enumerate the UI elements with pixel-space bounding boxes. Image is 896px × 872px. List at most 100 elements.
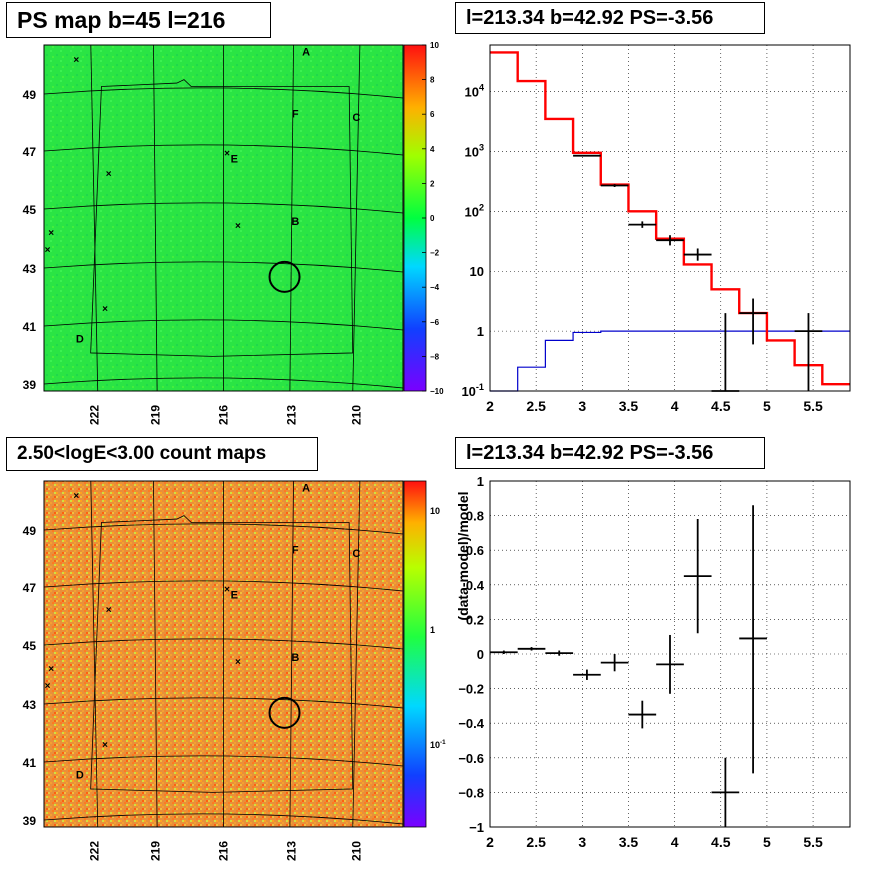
x-tick-label: 3.5 [619, 398, 639, 414]
colorbar-tick-label: 1 [430, 625, 435, 635]
source-label-a: A [302, 482, 310, 494]
y-tick-label: 0.4 [466, 578, 485, 593]
x-tick-label: 3 [578, 398, 586, 414]
colorbar-tick-label: −2 [430, 249, 440, 258]
colorbar-tick-label: 0 [430, 214, 435, 223]
x-tick-label: 5 [763, 834, 771, 850]
x-tick-label: 4.5 [711, 398, 731, 414]
data-point [683, 248, 712, 261]
map-frame [43, 480, 404, 828]
residual-point [656, 634, 684, 694]
y-tick-label: 1 [477, 324, 484, 339]
y-tick-label: 103 [464, 143, 484, 160]
source-marker: × [224, 148, 230, 159]
x-tick-label: 4 [671, 398, 679, 414]
lon-tick-label: 210 [349, 841, 363, 861]
x-tick-label: 5.5 [803, 834, 823, 850]
residual-point [628, 700, 657, 729]
lon-tick-label: 219 [148, 405, 162, 425]
lon-tick-label: 216 [217, 405, 231, 425]
longitude-line [352, 480, 361, 828]
data-point [628, 221, 657, 228]
source-label-c: C [352, 112, 360, 124]
data-point [739, 298, 767, 345]
y-tick-label: 0 [477, 647, 484, 662]
lon-tick-label: 222 [87, 405, 101, 425]
latitude-line [43, 377, 404, 389]
source-marker: × [102, 740, 108, 751]
y-tick-label: 104 [464, 83, 484, 100]
y-tick-label: 10 [470, 264, 484, 279]
latitude-line [43, 580, 404, 592]
colorbar-tick-label: 4 [430, 145, 435, 154]
source-marker: × [235, 221, 241, 232]
model-line [490, 51, 850, 386]
residual-frame [489, 480, 851, 828]
x-tick-label: 2.5 [526, 398, 546, 414]
colorbar-tick-label: −4 [430, 283, 440, 292]
map-field [44, 481, 403, 827]
colorbar-tick-label: 10-1 [430, 739, 446, 750]
residual-plot-area [490, 481, 850, 827]
residual-point [711, 757, 740, 827]
ps-map-title: PS map b=45 l=216 [6, 2, 271, 38]
latitude-line [43, 87, 404, 99]
count-map-panel: 49 47 45 43 41 39 222 219 216 213 210 A F C E B D × × × × × × ×… [23, 480, 446, 861]
lat-tick-label: 41 [23, 756, 37, 770]
source-marker: × [106, 605, 112, 616]
source-marker: × [235, 657, 241, 668]
lat-tick-label: 47 [23, 145, 37, 159]
y-tick-label: 1 [477, 474, 484, 489]
source-marker: × [73, 491, 79, 502]
source-marker: × [48, 228, 54, 239]
lon-tick-label: 210 [349, 405, 363, 425]
map-field [44, 45, 403, 391]
source-marker: × [106, 169, 112, 180]
residual-point [683, 519, 712, 634]
longitude-line [153, 44, 158, 392]
data-point [711, 313, 740, 392]
lon-tick-label: 213 [285, 405, 299, 425]
x-tick-label: 2 [486, 834, 494, 850]
x-tick-label: 2 [486, 398, 494, 414]
source-label-a: A [302, 46, 310, 58]
latitude-line [43, 697, 404, 709]
source-label-c: C [352, 548, 360, 560]
residual-title: l=213.34 b=42.92 PS=-3.56 [455, 437, 765, 469]
lat-tick-label: 45 [23, 639, 37, 653]
lon-tick-label: 219 [148, 841, 162, 861]
x-tick-label: 4 [671, 834, 679, 850]
y-tick-label: −0.4 [458, 716, 484, 731]
colorbar-tick-label: 10 [430, 506, 440, 516]
colorbar [403, 44, 427, 392]
residual-point [600, 654, 629, 672]
lat-tick-label: 45 [23, 203, 37, 217]
x-tick-label: 3 [578, 834, 586, 850]
residual-panel: 2 2.5 3 3.5 4 4.5 5 5.5 1 0.8 0.6 0.4 0.2 0 −0.2 −0.4 −0… [455, 474, 851, 850]
background-model-line [490, 330, 850, 392]
residual-point [545, 650, 574, 656]
lat-tick-label: 39 [23, 814, 37, 828]
colorbar-tick-label: −8 [430, 352, 440, 361]
source-label-b: B [291, 216, 299, 228]
source-label-d: D [76, 334, 84, 346]
latitude-line [43, 261, 404, 273]
colorbar-tick-label: −10 [430, 387, 444, 396]
source-label-f: F [292, 109, 299, 121]
y-tick-label: 10-1 [461, 382, 484, 399]
colorbar-tick-label: 6 [430, 110, 435, 119]
spectrum-frame [489, 44, 851, 392]
residual-point [739, 505, 767, 774]
source-marker: × [45, 681, 51, 692]
source-label-e: E [231, 154, 238, 166]
source-marker: × [73, 55, 79, 66]
source-marker: × [45, 245, 51, 256]
source-marker: × [224, 584, 230, 595]
count-map-title: 2.50<logE<3.00 count maps [6, 437, 318, 471]
latitude-line [43, 202, 404, 214]
source-label-e: E [231, 590, 238, 602]
target-circle [268, 260, 301, 293]
latitude-line [43, 144, 404, 156]
